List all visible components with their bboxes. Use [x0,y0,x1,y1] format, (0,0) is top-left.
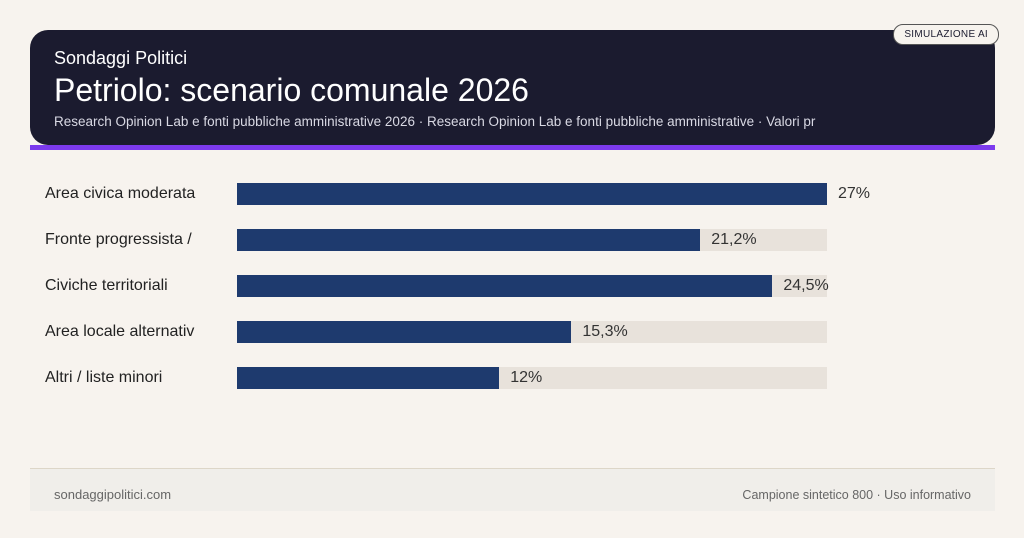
value-label: 24,5% [783,277,829,294]
bar-row: Fronte progressista / 21,2% [0,229,1024,251]
category-label: Civiche territoriali [45,277,168,294]
bar-track [237,367,827,389]
category-label: Altri / liste minori [45,369,163,386]
category-label: Area civica moderata [45,185,196,202]
footer-site: sondaggipolitici.com [54,487,172,502]
bar-row: Civiche territoriali 24,5% [0,275,1024,297]
bar-track [237,229,827,251]
footer-note: Campione sintetico 800 · Uso informativo [742,488,971,502]
value-label: 27% [838,185,871,202]
chart-subtitle: Research Opinion Lab e fonti pubbliche a… [54,114,816,129]
bar [237,321,572,343]
brand: Sondaggi Politici [54,48,188,68]
accent-bar [30,145,995,150]
bar-row: Area civica moderata 27% [0,183,1024,205]
bar-track [237,183,827,205]
value-label: 21,2% [711,231,757,248]
bar-track [237,321,827,343]
bar-row: Area locale alternativ 15,3% [0,321,1024,343]
category-label: Area locale alternativ [45,323,195,340]
category-label: Fronte progressista / [45,231,192,248]
bar-row: Altri / liste minori 12% [0,367,1024,389]
chart-title: Petriolo: scenario comunale 2026 [54,72,529,108]
value-label: 12% [510,369,543,386]
bar [237,367,500,389]
bar [237,229,701,251]
value-label: 15,3% [582,323,628,340]
bar [237,275,773,297]
footer: sondaggipolitici.com Campione sintetico … [30,468,995,511]
header: SIMULAZIONE AI Sondaggi Politici Petriol… [30,24,999,145]
bar [237,183,827,205]
bar-track [237,275,827,297]
simulation-badge: SIMULAZIONE AI [893,24,999,45]
